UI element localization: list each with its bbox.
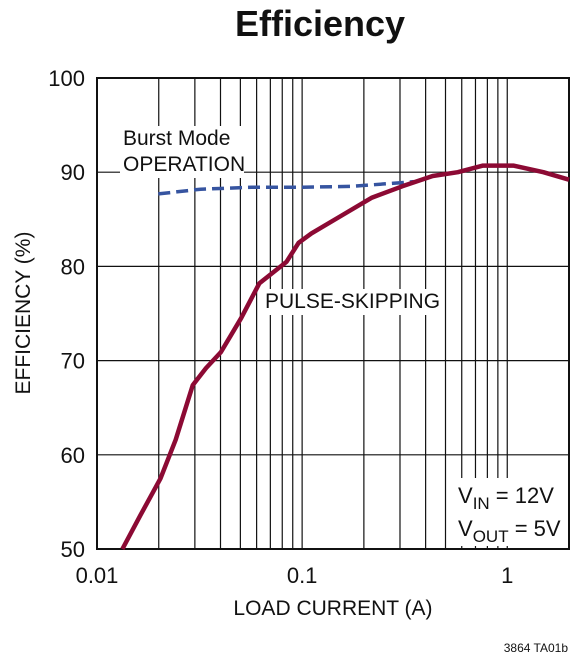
condition: VIN = 12V [458,483,554,513]
y-axis-label: EFFICIENCY (%) [12,232,35,395]
condition: VOUT = 5V [458,516,561,546]
condition-part: IN [473,494,490,513]
x-tick-label: 1 [501,563,513,588]
condition-part: V [458,483,473,508]
condition-part: OUT [473,527,509,546]
series-line [158,179,414,196]
y-tick-label: 60 [61,443,85,468]
condition-part: = 5V [509,516,561,541]
series-line [120,163,570,551]
x-tick-label: 0.01 [76,563,119,588]
condition-part: = 12V [490,483,555,508]
x-tick-label: 0.1 [287,563,318,588]
y-tick-label: 50 [61,537,85,562]
plot-frame [96,77,570,550]
y-tick-label: 80 [61,254,85,279]
y-tick-label: 90 [61,160,85,185]
conditions-bg [452,478,564,546]
y-tick-label: 70 [61,349,85,374]
series-label: Burst Mode OPERATION [120,126,245,178]
chart-title: Efficiency [235,3,405,44]
footnote: 3864 TA01b [504,641,569,655]
x-axis-label: LOAD CURRENT (A) [233,597,432,620]
y-tick-label: 100 [48,66,85,91]
condition-part: V [458,516,473,541]
series-label: PULSE-SKIPPING [262,289,444,315]
